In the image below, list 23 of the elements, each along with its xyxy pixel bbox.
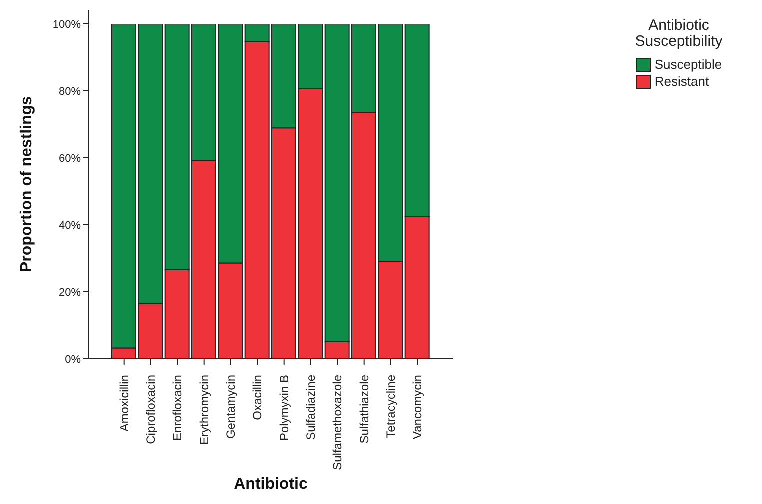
y-tick-label: 0%: [65, 354, 82, 366]
x-tick-label: Sulfadiazine: [304, 374, 318, 440]
x-tick-label: Amoxicillin: [117, 375, 132, 432]
x-tick-label: Ciprofloxacin: [144, 375, 158, 444]
x-tick-label: Sulfathiazole: [357, 374, 372, 444]
x-tick-label: Vancomycin: [410, 375, 425, 440]
x-tick-label: Polymyxin B: [277, 375, 292, 442]
legend-title: Antibiotic Susceptibility: [634, 17, 724, 50]
x-tick-label: Tetracycline: [384, 374, 398, 438]
y-tick-label: 100%: [52, 18, 82, 31]
legend-label: Resistant: [654, 73, 710, 90]
legend-label: Susceptible: [654, 56, 722, 73]
x-tick-label: Sulfamethoxazole: [330, 374, 345, 470]
y-tick-label: 60%: [58, 152, 82, 165]
x-axis-title: Antibiotic: [234, 476, 308, 493]
x-tick-label: Gentamycin: [224, 375, 238, 440]
y-tick-label: 20%: [58, 286, 82, 299]
x-tick-label: Oxacillin: [250, 375, 265, 420]
y-tick-label: 40%: [58, 220, 82, 232]
x-tick-label: Enrofloxacin: [170, 375, 185, 442]
y-axis-title: Proportion of nestlings: [18, 96, 36, 272]
y-tick-label: 80%: [58, 86, 82, 98]
x-tick-label: Erythromycin: [197, 375, 212, 446]
